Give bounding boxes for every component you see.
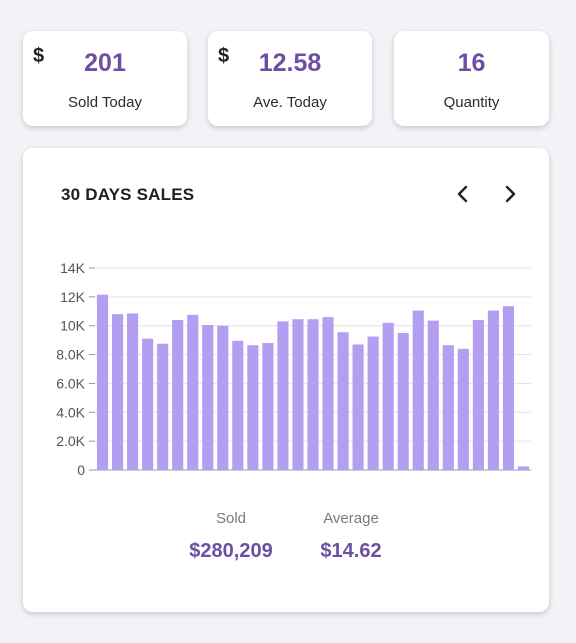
stat-card-ave-today: $ 12.58 Ave. Today	[208, 31, 372, 126]
y-tick-label: 10K	[60, 318, 86, 334]
chart-bar[interactable]	[202, 324, 214, 470]
sold-today-value: 201	[84, 49, 126, 77]
chart-bar[interactable]	[337, 332, 349, 470]
chart-bar[interactable]	[292, 319, 304, 470]
chart-bar[interactable]	[247, 345, 259, 470]
y-tick-label: 2.0K	[56, 433, 85, 449]
chart-bar[interactable]	[382, 322, 394, 470]
chart-bar[interactable]	[427, 320, 439, 470]
chart-bar[interactable]	[277, 321, 289, 470]
y-tick-label: 14K	[60, 260, 86, 276]
sales-bar-chart: 0 2.0K 4.0K 6.0K 8.0K 10K 12K 14K	[56, 260, 531, 478]
quantity-label: Quantity	[443, 94, 500, 111]
chart-bar[interactable]	[367, 336, 379, 470]
chart-bar[interactable]	[352, 344, 364, 470]
chart-bar[interactable]	[457, 348, 469, 470]
sales-chart-card: 0 2.0K 4.0K 6.0K 8.0K 10K 12K 14K 30 DAYS SALES…	[23, 148, 549, 612]
y-tick-label: 12K	[60, 289, 86, 305]
chart-bar[interactable]	[232, 340, 244, 470]
chart-bar[interactable]	[142, 338, 154, 470]
chart-bar[interactable]	[502, 306, 515, 470]
y-tick-label: 8.0K	[56, 347, 85, 363]
chart-title: 30 DAYS SALES	[61, 185, 195, 204]
prev-period-button[interactable]	[451, 182, 475, 206]
chart-bar[interactable]	[187, 314, 199, 470]
y-tick-label: 6.0K	[56, 375, 85, 391]
chevron-left-icon	[457, 185, 468, 203]
chart-bar[interactable]	[307, 319, 319, 470]
chart-bar[interactable]	[322, 317, 334, 470]
chart-bar[interactable]	[111, 314, 124, 470]
y-tick-label: 4.0K	[56, 404, 85, 420]
chart-bar[interactable]	[397, 332, 409, 470]
chart-bar[interactable]	[127, 313, 139, 470]
chart-bar[interactable]	[217, 325, 229, 470]
ave-today-label: Ave. Today	[253, 94, 327, 111]
chart-bar[interactable]	[172, 319, 184, 470]
chart-bar[interactable]	[472, 319, 484, 470]
quantity-value: 16	[457, 49, 486, 77]
sold-summary-value: $280,209	[189, 540, 273, 562]
chart-bar[interactable]	[487, 310, 499, 470]
chart-bar[interactable]	[517, 466, 530, 470]
chart-bar[interactable]	[262, 343, 274, 470]
next-period-button[interactable]	[498, 182, 522, 206]
stat-card-sold-today: $ 201 Sold Today	[23, 31, 187, 126]
chart-bar[interactable]	[157, 343, 169, 470]
stat-card-quantity: 16 Quantity	[394, 31, 549, 126]
dollar-icon: $	[218, 45, 230, 67]
chevron-right-icon	[505, 185, 516, 203]
average-summary-label: Average	[323, 510, 379, 527]
chart-bar[interactable]	[96, 294, 109, 470]
ave-today-value: 12.58	[258, 49, 322, 77]
chart-bar[interactable]	[442, 345, 454, 470]
sold-today-label: Sold Today	[68, 94, 142, 111]
sold-summary-label: Sold	[215, 510, 247, 527]
y-tick-label: 0	[77, 462, 85, 478]
dollar-icon: $	[33, 45, 45, 67]
chart-bar[interactable]	[412, 310, 424, 470]
average-summary-value: $14.62	[320, 540, 382, 562]
